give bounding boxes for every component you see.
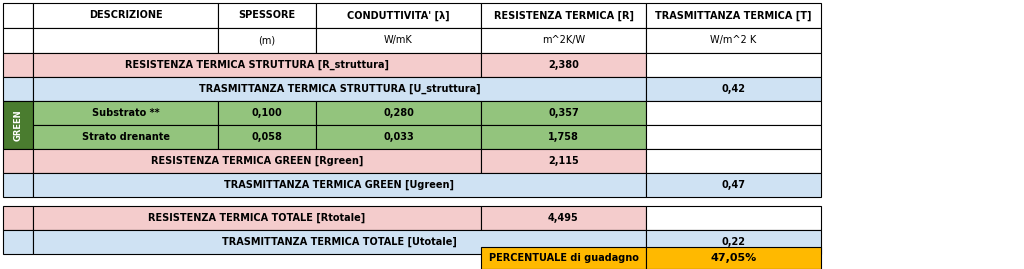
Text: Substrato **: Substrato ** <box>92 108 160 118</box>
Bar <box>33 149 481 173</box>
Bar <box>218 28 316 53</box>
Bar <box>3 28 33 53</box>
Text: 0,357: 0,357 <box>548 108 579 118</box>
Bar <box>646 53 821 77</box>
Bar <box>481 125 646 149</box>
Text: W/mK: W/mK <box>384 36 413 45</box>
Bar <box>3 77 33 101</box>
Bar <box>33 3 218 28</box>
Bar <box>646 28 821 53</box>
Bar <box>316 3 481 28</box>
Bar <box>646 101 821 125</box>
Text: W/m^2 K: W/m^2 K <box>711 36 757 45</box>
Text: 47,05%: 47,05% <box>711 253 757 263</box>
Text: RESISTENZA TERMICA STRUTTURA [R_struttura]: RESISTENZA TERMICA STRUTTURA [R_struttur… <box>125 60 389 70</box>
Text: 4,495: 4,495 <box>548 213 579 223</box>
Bar <box>33 230 646 254</box>
Bar <box>646 230 821 254</box>
Text: 2,115: 2,115 <box>548 156 579 166</box>
Bar <box>316 101 481 125</box>
Bar <box>33 28 218 53</box>
Bar <box>646 125 821 149</box>
Bar <box>316 28 481 53</box>
Text: 0,42: 0,42 <box>722 84 745 94</box>
Text: m^2K/W: m^2K/W <box>542 36 585 45</box>
Text: 1,758: 1,758 <box>548 132 579 142</box>
Bar <box>218 125 316 149</box>
Bar <box>646 173 821 197</box>
Text: 0,280: 0,280 <box>383 108 414 118</box>
Text: DESCRIZIONE: DESCRIZIONE <box>89 10 163 20</box>
Bar <box>33 206 481 230</box>
Bar <box>3 149 33 173</box>
Bar <box>33 125 218 149</box>
Text: 0,033: 0,033 <box>383 132 414 142</box>
Bar <box>646 77 821 101</box>
Bar <box>218 101 316 125</box>
Bar <box>33 77 646 101</box>
Bar <box>646 3 821 28</box>
Text: TRASMITTANZA TERMICA [T]: TRASMITTANZA TERMICA [T] <box>655 10 812 21</box>
Bar <box>481 28 646 53</box>
Bar <box>3 53 33 77</box>
Bar <box>646 149 821 173</box>
Bar <box>218 3 316 28</box>
Bar <box>481 149 646 173</box>
Text: SPESSORE: SPESSORE <box>239 10 296 20</box>
Bar <box>3 206 33 230</box>
Bar <box>3 3 33 28</box>
Text: GREEN: GREEN <box>13 109 23 141</box>
Text: TRASMITTANZA TERMICA TOTALE [Utotale]: TRASMITTANZA TERMICA TOTALE [Utotale] <box>222 237 457 247</box>
Bar <box>646 247 821 269</box>
Bar <box>316 125 481 149</box>
Bar <box>3 101 33 149</box>
Text: 0,100: 0,100 <box>252 108 283 118</box>
Text: TRASMITTANZA TERMICA STRUTTURA [U_struttura]: TRASMITTANZA TERMICA STRUTTURA [U_strutt… <box>199 84 480 94</box>
Bar <box>3 230 33 254</box>
Text: TRASMITTANZA TERMICA GREEN [Ugreen]: TRASMITTANZA TERMICA GREEN [Ugreen] <box>224 180 455 190</box>
Text: RESISTENZA TERMICA [R]: RESISTENZA TERMICA [R] <box>494 10 634 21</box>
Text: PERCENTUALE di guadagno: PERCENTUALE di guadagno <box>488 253 638 263</box>
Text: 2,380: 2,380 <box>548 60 579 70</box>
Text: 0,058: 0,058 <box>252 132 283 142</box>
Bar <box>481 101 646 125</box>
Bar <box>33 173 646 197</box>
Text: RESISTENZA TERMICA GREEN [Rgreen]: RESISTENZA TERMICA GREEN [Rgreen] <box>151 156 364 166</box>
Text: (m): (m) <box>258 36 275 45</box>
Text: 0,47: 0,47 <box>722 180 745 190</box>
Text: Strato drenante: Strato drenante <box>82 132 170 142</box>
Text: 0,22: 0,22 <box>722 237 745 247</box>
Bar <box>481 3 646 28</box>
Bar <box>481 206 646 230</box>
Bar <box>646 206 821 230</box>
Bar <box>33 53 481 77</box>
Bar <box>33 101 218 125</box>
Bar <box>481 53 646 77</box>
Bar <box>481 247 646 269</box>
Bar <box>3 173 33 197</box>
Text: CONDUTTIVITA' [λ]: CONDUTTIVITA' [λ] <box>347 10 450 21</box>
Text: RESISTENZA TERMICA TOTALE [Rtotale]: RESISTENZA TERMICA TOTALE [Rtotale] <box>148 213 366 223</box>
